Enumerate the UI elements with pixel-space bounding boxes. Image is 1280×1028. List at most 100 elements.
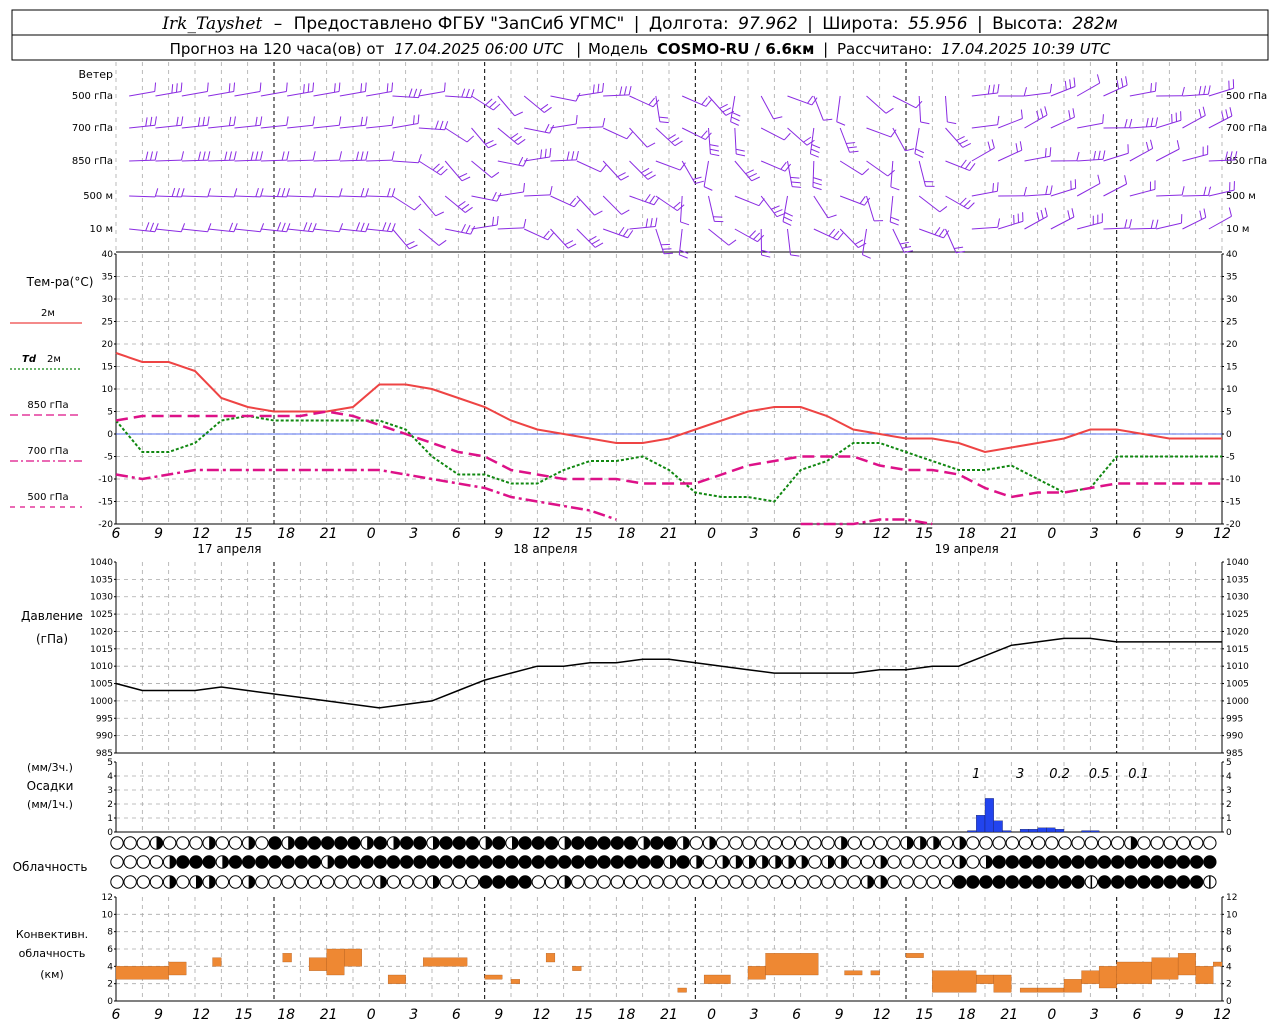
cloud-symbol (137, 876, 149, 888)
conv-grid (116, 897, 1222, 1001)
cloud-symbol (190, 837, 202, 849)
cloud-symbol (782, 876, 794, 888)
wind-barb-feather (339, 223, 342, 231)
wind-barb-feather (807, 140, 815, 145)
wind-barb (472, 96, 494, 110)
wind-barb-feather (1024, 87, 1026, 96)
conv-xtick: 0 (367, 1007, 376, 1023)
wind-barb-feather (891, 217, 899, 220)
cloud-symbol (1111, 837, 1123, 849)
conv-xtick: 18 (618, 1007, 636, 1023)
cloud-fill (256, 856, 268, 868)
wind-barb-feather (1151, 220, 1153, 229)
cloud-symbol (940, 876, 952, 888)
header-line-2: Прогноз на 120 часа(ов) от 17.04.2025 06… (170, 40, 1111, 58)
temp-xtick: 0 (1047, 526, 1056, 542)
cloud-symbol (335, 876, 347, 888)
cloud-fill (664, 837, 676, 849)
pressure-ytick-right: 1030 (1226, 593, 1249, 603)
temp-xtick: 9 (154, 526, 163, 542)
wind-barb (656, 229, 664, 254)
wind-barb (972, 148, 995, 161)
conv-bar (1196, 966, 1214, 983)
precip-bar (1020, 829, 1029, 832)
wind-barb (524, 96, 544, 113)
cloud-fill (545, 837, 557, 849)
conv-ytick-left: 10 (102, 910, 114, 920)
cloud-symbol (111, 856, 123, 868)
cloud-symbol (177, 837, 189, 849)
pressure-ytick-left: 1020 (90, 627, 113, 637)
conv-bar (1117, 962, 1152, 984)
cloud-symbol (690, 876, 702, 888)
wind-barb-feather (387, 188, 390, 197)
wind-barb-feather (916, 149, 924, 153)
temp-xtick: 3 (750, 526, 759, 542)
legend-label: 850 гПа (27, 400, 68, 411)
wind-barb (735, 128, 736, 154)
cloud-symbol (730, 876, 742, 888)
wind-barb-feather (308, 223, 311, 231)
pressure-ytick-right: 1010 (1226, 662, 1249, 672)
wind-barb-feather (313, 116, 314, 125)
wind-barb-feather (710, 145, 719, 147)
wind-barb (156, 196, 182, 197)
cloud-symbol (888, 856, 900, 868)
wind-barb-feather (277, 188, 280, 197)
temp-xtick: 9 (1175, 526, 1184, 542)
cloud-fill (1006, 876, 1018, 888)
pressure-ytick-left: 1025 (90, 610, 113, 620)
wind-barb-feather (1098, 151, 1100, 160)
cloud-fill (598, 856, 610, 868)
cloud-fill (519, 837, 531, 849)
wind-barb (656, 196, 677, 211)
cloud-fill (1019, 856, 1031, 868)
temp-ytick-left: 20 (102, 340, 114, 350)
temp-xtick: 21 (660, 526, 678, 542)
cloud-fill (440, 856, 452, 868)
wind-barb-feather (524, 183, 525, 192)
cloud-symbol (874, 837, 886, 849)
wind-barb-feather (673, 202, 680, 208)
wind-barb-feather (695, 181, 704, 183)
wind-barb-feather (1199, 86, 1201, 95)
wind-barb-feather (723, 108, 731, 112)
cloud-symbol (598, 876, 610, 888)
wind-barb-feather (544, 231, 550, 238)
cloud-fill (400, 837, 412, 849)
cloud-fill (493, 876, 505, 888)
cloud-symbol (1138, 837, 1150, 849)
wind-barb-feather (524, 219, 526, 228)
wind-barb (837, 96, 840, 122)
wind-barb (867, 161, 888, 176)
cloud-symbol (822, 837, 834, 849)
wind-barb (551, 229, 569, 248)
wind-barb-feather (1229, 208, 1231, 217)
cloud-fill (209, 837, 215, 849)
wind-barb-feather (1050, 147, 1051, 156)
wind-barb-feather (736, 149, 745, 151)
wind-barb-feather (1041, 210, 1043, 219)
day-label: 19 апреля (935, 542, 999, 556)
cloud-symbol (795, 876, 807, 888)
cloud-fill (736, 856, 742, 868)
wind-barb (998, 150, 1022, 161)
wind-barb-feather (646, 219, 648, 228)
wind-barb-feather (414, 204, 421, 210)
legend-label: 2м (41, 308, 55, 319)
wind-barb-feather (1204, 86, 1206, 95)
cloud-symbol (1151, 837, 1163, 849)
model-name: COSMO-RU / 6.6км (657, 40, 814, 58)
wind-barb-feather (1072, 208, 1074, 217)
temp-ytick-left: 25 (102, 318, 113, 328)
cloud-symbol (177, 876, 189, 888)
wind-barb-feather (511, 133, 518, 138)
precip-bar (985, 798, 994, 832)
wind-barb-feather (813, 187, 822, 190)
cloud-fill (242, 856, 254, 868)
precip-ytick-left: 0 (107, 828, 113, 838)
cloud-fill (1059, 876, 1071, 888)
cloud-fill (1151, 856, 1163, 868)
cloud-fill (170, 856, 176, 868)
wind-barb-feather (771, 206, 779, 209)
